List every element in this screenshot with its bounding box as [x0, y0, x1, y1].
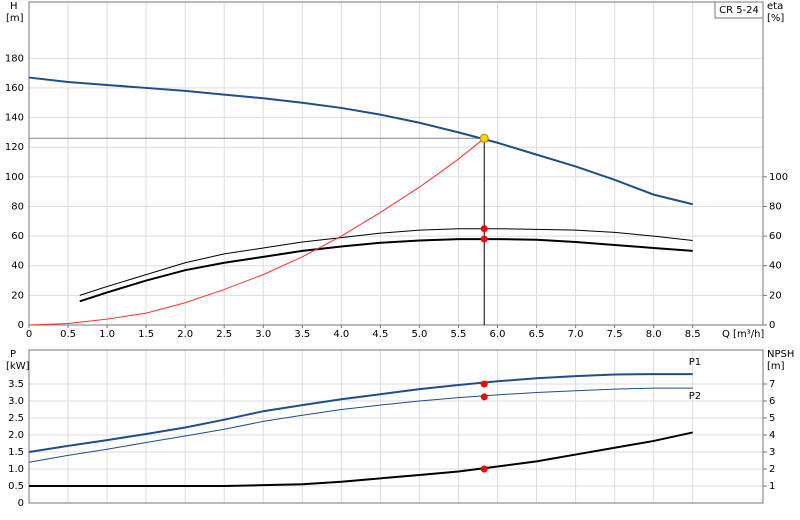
y2-tick-label: 100 — [769, 172, 788, 183]
y2-tick-label: 3 — [769, 447, 775, 458]
y2-axis-label: eta — [767, 1, 783, 12]
y-tick-label: 0 — [18, 498, 24, 509]
series-line — [28, 76, 693, 206]
x-tick-label: 3.0 — [255, 329, 271, 340]
y-tick-label: 60 — [11, 231, 24, 242]
series-line — [79, 238, 693, 303]
y2-tick-label: 20 — [769, 290, 782, 301]
y-tick-label: 20 — [11, 290, 24, 301]
y2-axis-label: NPSH — [767, 349, 794, 360]
y2-tick-label: 6 — [769, 396, 775, 407]
x-tick-label: 6.0 — [490, 329, 506, 340]
y2-tick-label: 2 — [769, 464, 775, 475]
y2-tick-label: 1 — [769, 481, 775, 492]
y2-tick-label: 7 — [769, 379, 775, 390]
y-axis-unit: [m] — [6, 13, 24, 24]
operating-marker — [480, 465, 488, 473]
series-label: P2 — [689, 391, 701, 402]
series-label: P1 — [689, 357, 701, 368]
y2-axis-unit: [m] — [767, 361, 785, 372]
x-tick-label: 0.5 — [60, 329, 76, 340]
duty-point — [479, 133, 489, 143]
y2-tick-label: 40 — [769, 261, 782, 272]
x-tick-label: 2.0 — [177, 329, 193, 340]
chart-title: CR 5-24 — [719, 5, 759, 16]
y-tick-label: 160 — [5, 83, 24, 94]
y2-tick-label: 60 — [769, 231, 782, 242]
x-tick-label: 5.5 — [451, 329, 467, 340]
plot-frame — [28, 349, 764, 504]
x-tick-label: 8.0 — [646, 329, 662, 340]
y-tick-label: 180 — [5, 53, 24, 64]
x-tick-label: 7.0 — [568, 329, 584, 340]
y-tick-label: 1.5 — [8, 447, 24, 458]
y-tick-label: 2.0 — [8, 430, 24, 441]
plot-frame — [28, 1, 764, 326]
y-tick-label: 0 — [18, 320, 24, 331]
y-tick-label: 80 — [11, 201, 24, 212]
x-tick-label: 1.0 — [99, 329, 115, 340]
y2-tick-label: 0 — [769, 320, 775, 331]
y-tick-label: 2.5 — [8, 413, 24, 424]
x-tick-label: 6.5 — [529, 329, 545, 340]
y2-tick-label: 80 — [769, 201, 782, 212]
y-tick-label: 1.0 — [8, 464, 24, 475]
series-line — [28, 373, 693, 453]
y2-axis-unit: [%] — [767, 13, 784, 24]
x-tick-label: 0 — [26, 329, 32, 340]
y-tick-label: 0.5 — [8, 481, 24, 492]
y2-tick-label: 4 — [769, 430, 775, 441]
y-axis-label: H — [10, 1, 18, 12]
title-box — [714, 1, 764, 19]
x-tick-label: 4.5 — [372, 329, 388, 340]
operating-marker — [480, 235, 488, 243]
x-tick-label: 4.0 — [333, 329, 349, 340]
y-tick-label: 40 — [11, 261, 24, 272]
x-tick-label: 8.5 — [685, 329, 701, 340]
series-line — [28, 387, 693, 463]
y-tick-label: 3.5 — [8, 379, 24, 390]
y2-tick-label: 5 — [769, 413, 775, 424]
y-axis-label: P — [10, 349, 16, 360]
x-axis-label: Q [m³/h] — [722, 329, 764, 340]
y-axis-unit: [kW] — [6, 361, 30, 372]
operating-marker — [480, 393, 488, 401]
x-tick-label: 2.5 — [216, 329, 232, 340]
y-tick-label: 3.0 — [8, 396, 24, 407]
series-line — [28, 137, 485, 326]
series-line — [79, 228, 693, 296]
operating-marker — [480, 380, 488, 388]
x-tick-label: 5.0 — [411, 329, 427, 340]
x-tick-label: 7.5 — [607, 329, 623, 340]
y-tick-label: 120 — [5, 142, 24, 153]
operating-marker — [480, 225, 488, 233]
x-tick-label: 1.5 — [138, 329, 154, 340]
y-tick-label: 140 — [5, 113, 24, 124]
x-tick-label: 3.5 — [294, 329, 310, 340]
series-line — [29, 431, 693, 487]
y-tick-label: 100 — [5, 172, 24, 183]
